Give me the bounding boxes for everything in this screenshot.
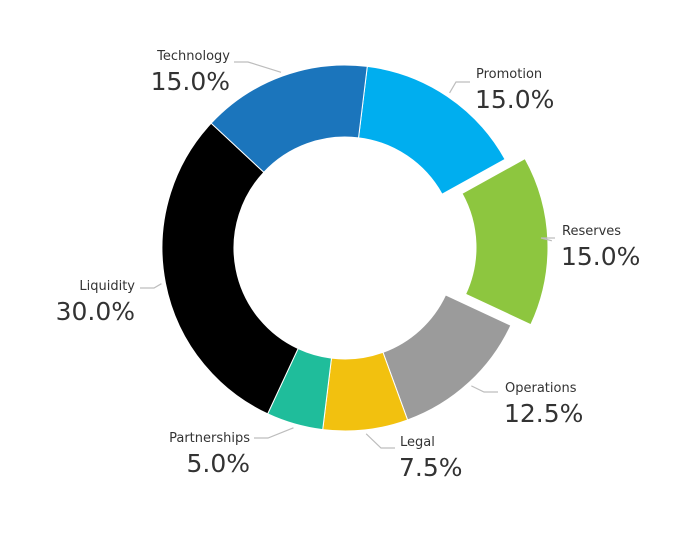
leader-legal bbox=[365, 433, 395, 449]
donut-slices bbox=[161, 64, 549, 432]
label-value-operations: 12.5% bbox=[504, 399, 583, 428]
label-value-promotion: 15.0% bbox=[475, 85, 554, 114]
label-value-partnerships: 5.0% bbox=[186, 449, 250, 478]
slice-liquidity bbox=[161, 122, 299, 415]
label-value-legal: 7.5% bbox=[399, 453, 463, 482]
leader-technology bbox=[234, 61, 282, 73]
slice-operations bbox=[382, 294, 512, 421]
label-value-reserves: 15.0% bbox=[561, 242, 640, 271]
leader-operations bbox=[471, 385, 498, 393]
leader-reserves bbox=[540, 237, 555, 242]
label-name-technology: Technology bbox=[156, 49, 230, 64]
label-name-promotion: Promotion bbox=[476, 67, 542, 82]
slice-promotion bbox=[357, 65, 506, 195]
label-name-legal: Legal bbox=[400, 435, 435, 450]
label-name-liquidity: Liquidity bbox=[79, 279, 135, 294]
slice-technology bbox=[210, 64, 368, 174]
slice-reserves bbox=[461, 157, 549, 326]
label-value-technology: 15.0% bbox=[151, 67, 230, 96]
leader-partnerships bbox=[254, 427, 294, 439]
label-name-operations: Operations bbox=[505, 381, 577, 396]
label-name-reserves: Reserves bbox=[562, 224, 621, 239]
label-value-liquidity: 30.0% bbox=[56, 297, 135, 326]
leader-lines bbox=[140, 61, 555, 449]
label-name-partnerships: Partnerships bbox=[169, 431, 250, 446]
leader-promotion bbox=[449, 81, 470, 94]
leader-liquidity bbox=[140, 283, 162, 289]
